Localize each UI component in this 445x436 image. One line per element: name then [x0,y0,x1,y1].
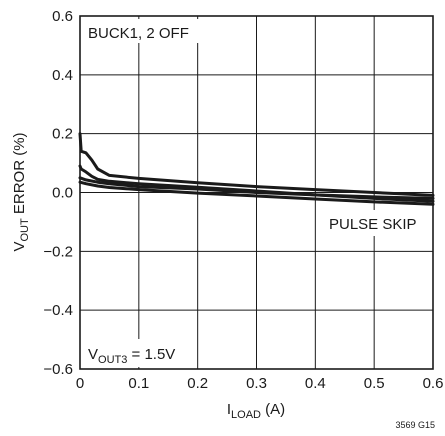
vout3-main: V [88,346,98,363]
y-tick-label: 0.0 [52,185,73,202]
y-axis-label: VOUT ERROR (%) [11,132,31,251]
y-tick-label: 0.6 [52,8,73,25]
x-tick-label: 0 [76,375,84,392]
y-tick-label: 0.4 [52,67,73,84]
curves [78,132,435,206]
vout3-sub: OUT3 [98,354,127,366]
mode-annotation: BUCK1, 2 OFF [88,25,189,42]
x-axis-label: ILOAD (A) [227,401,285,421]
series-line-1 [78,132,435,197]
x-tick-label: 0.3 [246,375,267,392]
vout3-rest: = 1.5V [127,346,175,363]
x-tick-label: 0.4 [305,375,326,392]
vout3-annotation: VOUT3 = 1.5V [88,346,175,366]
series-line-4 [78,180,435,206]
series-line-3 [78,176,435,200]
y-tick-label: −0.6 [43,361,73,378]
x-tick-label: 0.5 [364,375,385,392]
y-tick-label: 0.2 [52,126,73,143]
vout3-label-bg [83,339,193,367]
tick-labels: 0 0.1 0.2 0.3 0.4 0.5 0.6 0.6 0.4 0.2 0.0 −0.2 −0.4 −… [43,8,443,392]
y-tick-label: −0.4 [43,302,73,319]
pulse-skip-annotation: PULSE SKIP [329,216,417,233]
x-tick-label: 0.6 [423,375,444,392]
pulse-skip-label-bg [326,210,430,236]
x-tick-label: 0.2 [187,375,208,392]
y-tick-label: −0.2 [43,243,73,260]
x-tick-label: 0.1 [128,375,149,392]
plot-frame [79,15,434,370]
mode-label-bg [83,19,209,43]
figure-id: 3569 G15 [395,420,435,430]
